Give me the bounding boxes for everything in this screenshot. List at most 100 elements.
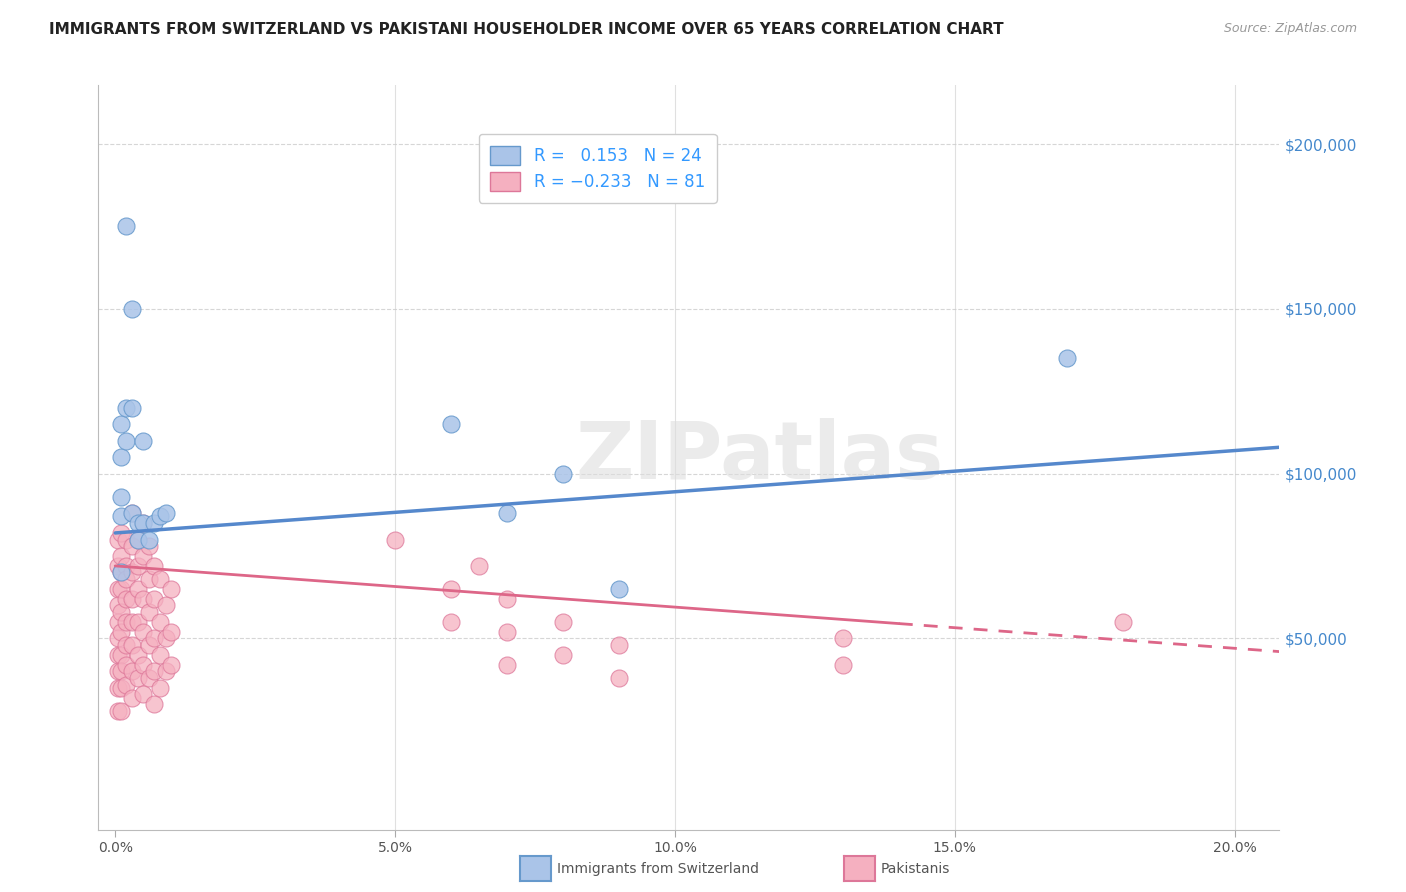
Point (110, 450, 132, 464)
Point (115, 591, 138, 606)
Point (121, 401, 143, 415)
Point (107, 665, 129, 679)
Point (110, 490, 132, 504)
Point (115, 434, 138, 448)
Point (107, 681, 129, 695)
Point (121, 301, 143, 316)
Point (110, 417, 132, 432)
Point (110, 509, 132, 524)
Point (607, 671, 630, 685)
Point (138, 638, 160, 652)
Point (132, 591, 155, 606)
Point (121, 506, 143, 520)
Point (149, 615, 172, 629)
Point (496, 591, 519, 606)
Point (440, 417, 463, 432)
Point (115, 401, 138, 415)
Point (831, 657, 853, 672)
Point (110, 549, 132, 563)
Point (110, 624, 132, 639)
Point (121, 615, 143, 629)
Point (1112, 615, 1135, 629)
Point (115, 638, 138, 652)
Point (121, 566, 143, 580)
Point (110, 665, 132, 679)
Point (107, 533, 129, 547)
Point (115, 533, 138, 547)
Point (143, 632, 166, 646)
Point (149, 648, 172, 662)
Point (551, 615, 574, 629)
Text: IMMIGRANTS FROM SWITZERLAND VS PAKISTANI HOUSEHOLDER INCOME OVER 65 YEARS CORREL: IMMIGRANTS FROM SWITZERLAND VS PAKISTANI… (49, 22, 1004, 37)
Point (132, 516, 155, 530)
Y-axis label: Householder Income Over 65 years: Householder Income Over 65 years (0, 334, 7, 580)
Point (107, 615, 129, 629)
Point (831, 632, 853, 646)
Point (121, 539, 143, 553)
Point (468, 558, 491, 573)
Point (607, 582, 630, 596)
Point (138, 605, 160, 619)
Point (132, 657, 155, 672)
Point (155, 665, 177, 679)
Point (607, 638, 630, 652)
Text: Immigrants from Switzerland: Immigrants from Switzerland (557, 862, 759, 876)
Point (107, 582, 129, 596)
Point (132, 549, 155, 563)
Point (107, 599, 129, 613)
Point (155, 632, 177, 646)
Point (115, 615, 138, 629)
Point (115, 677, 138, 691)
Point (121, 690, 143, 705)
Legend: R =   0.153   N = 24, R = −0.233   N = 81: R = 0.153 N = 24, R = −0.233 N = 81 (479, 134, 717, 202)
Point (149, 681, 172, 695)
Point (551, 467, 574, 481)
Point (143, 558, 166, 573)
Point (110, 681, 132, 695)
Point (155, 506, 177, 520)
Point (138, 572, 160, 586)
Point (138, 533, 160, 547)
Point (110, 566, 132, 580)
Point (127, 582, 149, 596)
Point (127, 671, 149, 685)
Point (121, 665, 143, 679)
Point (160, 582, 183, 596)
Point (440, 582, 463, 596)
Point (132, 688, 155, 702)
Point (110, 648, 132, 662)
Point (115, 219, 138, 234)
Point (143, 591, 166, 606)
Point (496, 657, 519, 672)
Point (121, 591, 143, 606)
Point (127, 533, 149, 547)
Point (138, 539, 160, 553)
Point (160, 657, 183, 672)
Point (127, 533, 149, 547)
Point (143, 516, 166, 530)
Point (160, 624, 183, 639)
Point (110, 704, 132, 718)
Point (110, 605, 132, 619)
Point (132, 434, 155, 448)
Point (110, 582, 132, 596)
Point (107, 704, 129, 718)
Point (143, 665, 166, 679)
Text: Pakistanis: Pakistanis (880, 862, 949, 876)
Point (127, 558, 149, 573)
Point (1056, 351, 1078, 366)
Point (121, 638, 143, 652)
Point (110, 525, 132, 540)
Point (496, 624, 519, 639)
Point (127, 615, 149, 629)
Point (127, 648, 149, 662)
Point (143, 698, 166, 712)
Point (127, 516, 149, 530)
Point (115, 572, 138, 586)
Text: Source: ZipAtlas.com: Source: ZipAtlas.com (1223, 22, 1357, 36)
Point (149, 509, 172, 524)
Point (138, 671, 160, 685)
Point (107, 648, 129, 662)
Point (107, 558, 129, 573)
Point (440, 615, 463, 629)
